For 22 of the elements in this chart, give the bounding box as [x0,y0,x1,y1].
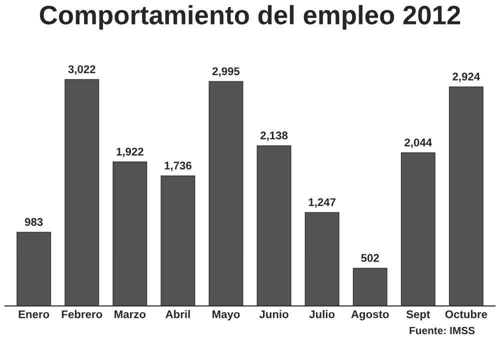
x-tick-label: Mayo [212,310,240,320]
x-tick-label: Junio [259,310,288,318]
x-tick-label: Sept [406,310,430,320]
data-label: 2,995 [212,67,240,77]
data-label: 502 [361,254,379,262]
x-tick-label: Agosto [351,310,389,320]
x-tick-label: Febrero [62,310,102,318]
data-label: 983 [24,218,43,226]
x-tick-label: Octubre [445,310,488,318]
data-label: 2,044 [404,138,432,148]
data-label: 1,922 [116,148,144,158]
x-tick-label: Marzo [114,310,146,318]
data-label: 2,138 [260,132,288,142]
source-note: Fuente: IMSS [410,326,475,334]
chart-title: Comportamiento del empleo 2012 [40,5,460,30]
data-label: 1,247 [308,198,336,208]
data-label: 3,022 [68,65,96,75]
x-tick-label: Abril [166,310,190,318]
data-label: 1,736 [164,162,192,172]
x-tick-label: Enero [18,310,50,318]
x-tick-label: Julio [309,310,335,318]
data-label: 2,924 [452,72,480,82]
